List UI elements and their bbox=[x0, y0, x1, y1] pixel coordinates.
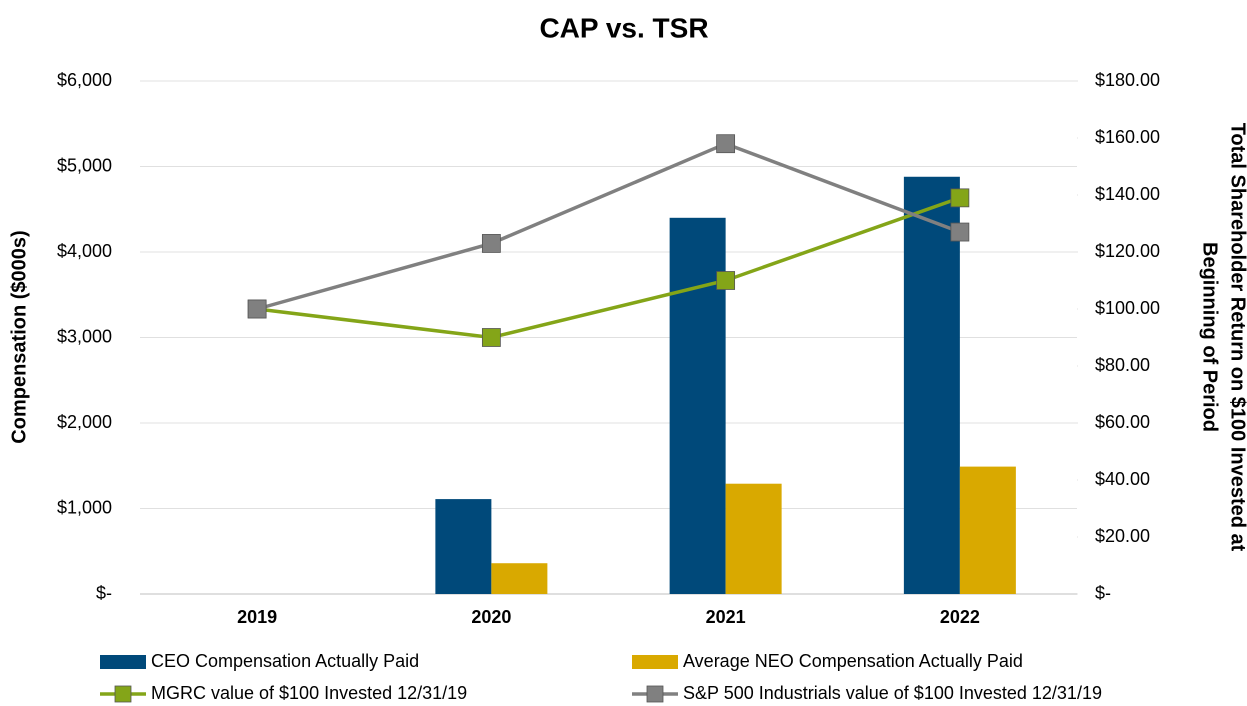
marker bbox=[481, 328, 501, 347]
y2-tick-label: $80.00 bbox=[1095, 355, 1150, 375]
bar bbox=[435, 499, 492, 594]
y2-tick-label: $60.00 bbox=[1095, 412, 1150, 432]
y2-tick-label: $100.00 bbox=[1095, 298, 1160, 318]
marker bbox=[481, 234, 501, 253]
legend-label: CEO Compensation Actually Paid bbox=[151, 651, 419, 671]
y2-tick-label: $120.00 bbox=[1095, 241, 1160, 261]
legend-swatch bbox=[114, 685, 132, 703]
y2-axis-label: Total Shareholder Return on $100 Investe… bbox=[1227, 123, 1247, 552]
bar bbox=[491, 563, 548, 594]
legend-label: MGRC value of $100 Invested 12/31/19 bbox=[151, 683, 467, 703]
y-tick-label: $4,000 bbox=[57, 241, 112, 261]
y-tick-label: $5,000 bbox=[57, 155, 112, 175]
y-tick-label: $- bbox=[96, 583, 112, 603]
chart-title: CAP vs. TSR bbox=[539, 12, 708, 43]
marker bbox=[716, 134, 736, 154]
y2-tick-label: $- bbox=[1095, 583, 1111, 603]
bar bbox=[903, 176, 960, 594]
y2-tick-label: $40.00 bbox=[1095, 469, 1150, 489]
line bbox=[256, 196, 961, 340]
y2-axis-label: Beginning of Period bbox=[1199, 242, 1221, 432]
legend-swatch bbox=[632, 655, 678, 669]
x-tick-label: 2022 bbox=[940, 607, 980, 627]
y-tick-label: $1,000 bbox=[57, 497, 112, 517]
legend-label: Average NEO Compensation Actually Paid bbox=[683, 651, 1023, 671]
legend-swatch bbox=[100, 655, 146, 669]
y2-tick-label: $160.00 bbox=[1095, 127, 1160, 147]
x-tick-label: 2020 bbox=[471, 607, 511, 627]
y-tick-label: $2,000 bbox=[57, 412, 112, 432]
y2-tick-label: $140.00 bbox=[1095, 184, 1160, 204]
bar bbox=[725, 483, 782, 594]
bar bbox=[959, 466, 1016, 594]
y-tick-label: $6,000 bbox=[57, 70, 112, 90]
marker bbox=[950, 222, 970, 242]
y2-tick-label: $20.00 bbox=[1095, 526, 1150, 546]
marker bbox=[247, 299, 267, 319]
legend-label: S&P 500 Industrials value of $100 Invest… bbox=[683, 683, 1102, 703]
marker bbox=[950, 188, 970, 208]
x-tick-label: 2021 bbox=[706, 607, 746, 627]
legend-swatch bbox=[646, 685, 664, 703]
y2-tick-label: $180.00 bbox=[1095, 70, 1160, 90]
marker bbox=[716, 271, 736, 290]
y-tick-label: $3,000 bbox=[57, 326, 112, 346]
line bbox=[256, 141, 961, 311]
y-axis-label: Compensation ($000s) bbox=[8, 230, 30, 443]
x-tick-label: 2019 bbox=[237, 607, 277, 627]
